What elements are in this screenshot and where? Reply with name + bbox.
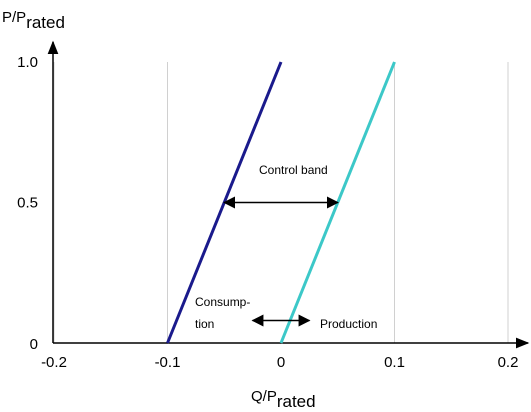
x-tick-label-1: -0.1 xyxy=(155,354,181,371)
y-axis-title: P/Prated xyxy=(2,9,65,32)
production-label: Production xyxy=(320,317,377,331)
y-tick-label-0: 0 xyxy=(30,336,38,353)
x-tick-label-2: 0 xyxy=(277,354,285,371)
x-axis-title-sub: rated xyxy=(277,392,316,411)
x-tick-label-0: -0.2 xyxy=(41,354,67,371)
x-tick-label-3: 0.1 xyxy=(384,354,405,371)
control-band-label: Control band xyxy=(259,163,328,177)
gridlines xyxy=(53,62,509,343)
consumption-label-line1: Consump- xyxy=(195,295,250,309)
y-axis-title-sub: rated xyxy=(26,13,65,32)
tick-labels: -0.2 -0.1 0 0.1 0.2 0 0.5 1.0 xyxy=(17,54,518,371)
x-axis-title: Q/Prated xyxy=(251,388,316,411)
consumption-label-line2: tion xyxy=(195,317,214,331)
y-tick-label-2: 1.0 xyxy=(17,54,38,71)
x-axis-title-main: Q/P xyxy=(251,388,277,405)
y-tick-label-1: 0.5 xyxy=(17,195,38,212)
y-axis-title-main: P/P xyxy=(2,9,26,26)
x-tick-label-4: 0.2 xyxy=(498,354,519,371)
